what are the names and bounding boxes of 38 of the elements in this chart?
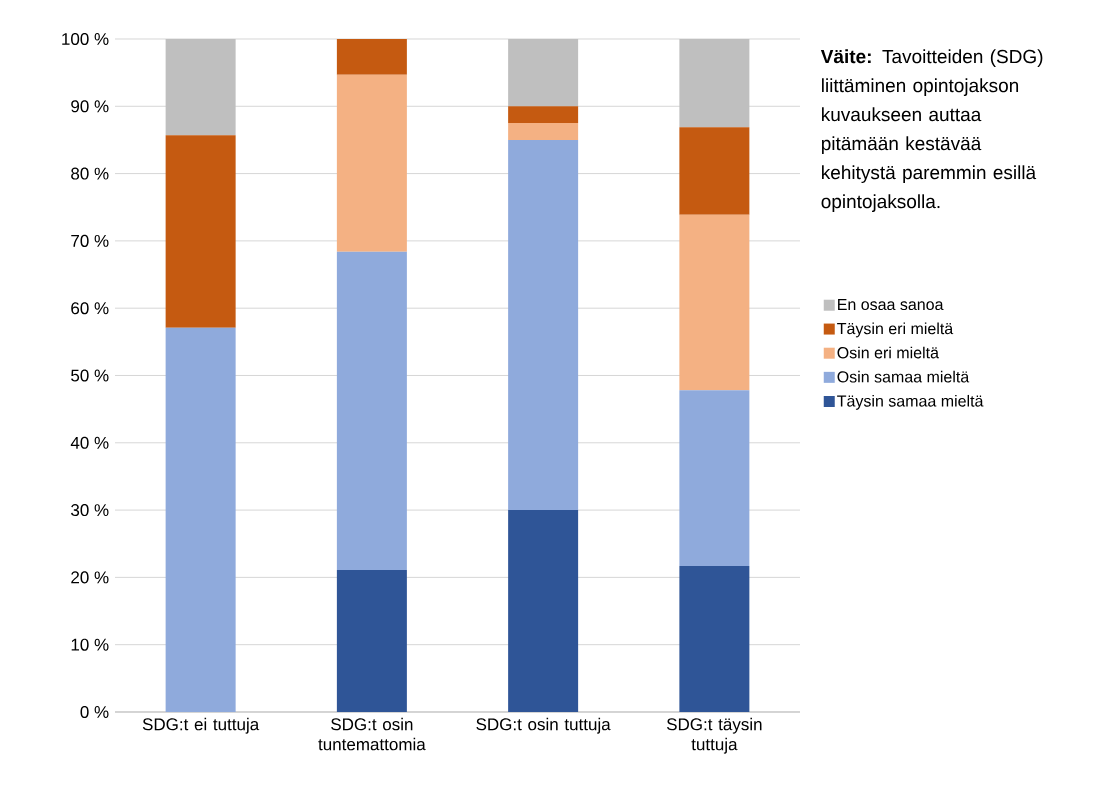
legend-label: Osin samaa mieltä xyxy=(837,370,970,383)
bar xyxy=(679,38,750,128)
y-tick-label: 20 % xyxy=(71,571,109,584)
bar xyxy=(165,327,236,712)
bar xyxy=(165,135,236,328)
bar xyxy=(508,38,579,107)
legend-label: Täysin eri mieltä xyxy=(837,322,954,338)
bar xyxy=(679,127,750,215)
legend-label: Osin eri mieltä xyxy=(837,346,939,359)
x-tick-label: SDG:t täysin tuttuja xyxy=(666,717,762,754)
y-tick-label: 10 % xyxy=(71,638,109,651)
bar xyxy=(679,390,750,566)
legend-label: Täysin samaa mieltä xyxy=(837,394,984,410)
y-tick-label: 50 % xyxy=(71,369,109,382)
bar xyxy=(336,251,407,570)
x-tick-label: SDG:t ei tuttuja xyxy=(142,717,260,734)
legend-label: En osaa sanoa xyxy=(838,298,944,311)
bar xyxy=(508,106,579,124)
y-tick-label: 60 % xyxy=(71,302,109,315)
y-tick-label: 80 % xyxy=(71,167,109,180)
bar xyxy=(508,123,579,140)
y-tick-label: 70 % xyxy=(71,234,109,247)
bar xyxy=(165,38,236,136)
y-tick-label: 40 % xyxy=(70,436,109,449)
y-tick-label: 100 % xyxy=(62,32,109,46)
x-tick-label: SDG:t osin tuttuja xyxy=(476,717,611,734)
bar xyxy=(336,38,407,75)
bar xyxy=(679,565,750,712)
bar xyxy=(508,139,579,511)
bar xyxy=(679,214,750,391)
bar xyxy=(336,569,407,712)
y-tick-label: 0 % xyxy=(80,705,109,719)
y-tick-label: 30 % xyxy=(71,504,109,517)
bar xyxy=(508,510,579,712)
bar xyxy=(336,74,407,252)
text: Väite: Tavoitteiden (SDG) liittäminen opintojakson kuvaukseen auttaa pitämään kestävää kehitystä paremmin esillä opintojaksolla. xyxy=(820,49,1043,212)
x-tick-label: SDG:t osin tuntemattomia xyxy=(318,717,426,751)
y-tick-label: 90 % xyxy=(71,100,109,113)
